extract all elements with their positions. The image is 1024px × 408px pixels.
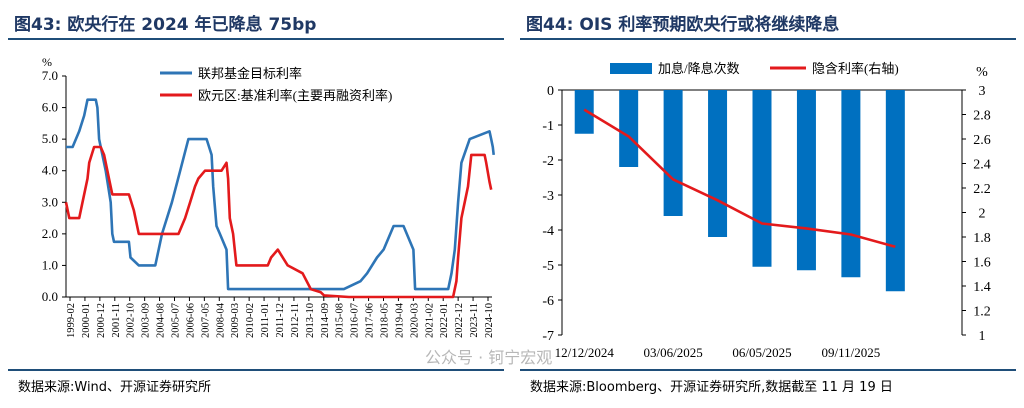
left-x-tick-label: 2016-07 xyxy=(350,303,361,338)
right-right-tick-label: 2.2 xyxy=(973,182,991,197)
right-x-tick-label: 06/05/2025 xyxy=(732,345,791,360)
left-x-tick-label: 2004-08 xyxy=(156,303,167,338)
right-right-tick-label: 2.4 xyxy=(973,158,991,173)
right-right-tick-label: 1.4 xyxy=(973,280,991,295)
right-x-tick-label: 09/11/2025 xyxy=(822,345,881,360)
right-right-tick-label: 2.8 xyxy=(973,109,991,124)
right-left-tick-label: -1 xyxy=(542,119,554,134)
rate-move-bar xyxy=(796,90,816,271)
right-chart-source: 数据来源:Bloomberg、开源证券研究所,数据截至 11 月 19 日 xyxy=(530,380,893,395)
right-left-tick-label: 0 xyxy=(547,84,554,99)
left-y-tick-label: 1.0 xyxy=(42,257,58,272)
left-legend-label: 欧元区:基准利率(主要再融资利率) xyxy=(198,88,392,103)
right-title-rule xyxy=(520,38,1016,40)
left-x-tick-label: 2021-02 xyxy=(424,303,435,338)
left-y-tick-label: 3.0 xyxy=(42,194,58,209)
left-x-tick-label: 2011-01 xyxy=(260,303,271,338)
rate-move-bar xyxy=(619,90,639,167)
left-y-tick-label: 6.0 xyxy=(42,100,58,115)
left-x-tick-label: 2000-12 xyxy=(96,303,107,338)
rate-move-bar xyxy=(885,90,905,292)
left-x-tick-label: 2006-06 xyxy=(185,303,196,338)
implied-rate-line xyxy=(583,108,896,249)
left-x-tick-label: 2015-08 xyxy=(335,303,346,338)
left-x-tick-label: 2022-12 xyxy=(454,303,465,338)
right-bar-line-chart: 0 -1 -2 -3 -4 -5 -6 -7 3 2.8 2.6 2.4 2.2 2 1.8 1.6 1.4 1.… xyxy=(542,61,991,360)
right-right-tick-label: 1.6 xyxy=(973,256,991,271)
right-right-tick-label: 1 xyxy=(979,329,986,344)
left-x-tick-label: 2020-03 xyxy=(409,303,420,338)
left-x-tick-label: 2003-09 xyxy=(141,303,152,338)
left-x-tick-label: 2014-09 xyxy=(320,303,331,338)
left-legend-label: 联邦基金目标利率 xyxy=(198,66,302,81)
left-chart-source: 数据来源:Wind、开源证券研究所 xyxy=(18,380,212,395)
rate-move-bar xyxy=(663,90,683,216)
left-line-chart: % 0.0 1.0 2.0 3.0 4.0 5.0 6.0 7.0 1999-02 2000-01 2… xyxy=(42,55,495,338)
right-left-tick-label: -6 xyxy=(542,294,554,309)
right-x-tick-label: 12/12/2024 xyxy=(555,345,615,360)
left-x-tick-label: 2002-10 xyxy=(126,303,137,338)
right-legend-line-label: 隐含利率(右轴) xyxy=(812,61,899,76)
right-left-tick-label: -2 xyxy=(542,154,554,169)
left-x-tick-label: 2000-01 xyxy=(81,303,92,338)
right-chart-title: 图44: OIS 利率预期欧央行或将继续降息 xyxy=(526,15,840,35)
left-source-rule xyxy=(8,369,504,371)
rate-move-bar xyxy=(841,90,861,278)
left-x-tick-label: 2018-05 xyxy=(380,303,391,338)
left-x-tick-label: 2022-01 xyxy=(439,303,450,338)
left-x-tick-label: 1999-02 xyxy=(66,303,77,338)
left-y-tick-label: 4.0 xyxy=(42,163,58,178)
right-x-tick-label: 03/06/2025 xyxy=(643,345,702,360)
right-legend-bar-label: 加息/降息次数 xyxy=(658,61,740,76)
left-chart-title: 图43: 欧央行在 2024 年已降息 75bp xyxy=(14,15,317,35)
left-x-tick-label: 2011-12 xyxy=(275,303,286,338)
right-right-tick-label: 1.8 xyxy=(973,231,991,246)
right-left-tick-label: -3 xyxy=(542,189,554,204)
left-title-rule xyxy=(8,38,504,40)
right-axis-unit: % xyxy=(976,65,988,80)
left-x-tick-label: 2009-03 xyxy=(230,303,241,338)
right-legend-bar-swatch xyxy=(610,63,652,74)
fed-funds-rate-line xyxy=(66,98,495,291)
rate-move-bar xyxy=(574,90,594,134)
left-x-tick-label: 2013-10 xyxy=(305,303,316,338)
ecb-refi-rate-line xyxy=(64,145,493,299)
left-x-tick-label: 2005-07 xyxy=(171,303,182,338)
right-chart-panel: 图44: OIS 利率预期欧央行或将继续降息 0 -1 -2 -3 -4 -5 -6 -7 3 2… xyxy=(512,0,1024,408)
right-left-tick-label: -4 xyxy=(542,224,554,239)
left-x-tick-label: 2001-11 xyxy=(111,303,122,338)
left-x-tick-label: 2008-04 xyxy=(215,302,226,338)
rate-move-bar xyxy=(708,90,728,237)
right-right-tick-label: 2 xyxy=(979,207,986,222)
left-y-tick-label: 5.0 xyxy=(42,131,58,146)
watermark-text: 公众号 · 钶宁宏观 xyxy=(425,348,553,367)
left-x-tick-label: 2010-02 xyxy=(245,303,256,338)
right-right-tick-label: 1.2 xyxy=(973,305,991,320)
right-left-tick-label: -7 xyxy=(542,329,554,344)
left-x-tick-label: 2019-04 xyxy=(394,302,405,338)
left-y-tick-label: 2.0 xyxy=(42,226,58,241)
right-source-rule xyxy=(520,369,1016,371)
left-y-tick-label: 0.0 xyxy=(42,289,58,304)
left-x-tick-label: 2024-10 xyxy=(484,303,495,338)
rate-move-bar xyxy=(752,90,772,267)
left-x-tick-label: 2012-11 xyxy=(290,303,301,338)
left-y-tick-label: 7.0 xyxy=(42,68,58,83)
left-x-tick-label: 2023-11 xyxy=(469,303,480,338)
left-chart-panel: 图43: 欧央行在 2024 年已降息 75bp % 0.0 1.0 2.0 3.0 4.… xyxy=(8,15,504,395)
right-right-tick-label: 3 xyxy=(979,84,986,99)
left-x-tick-label: 2007-05 xyxy=(200,303,211,338)
right-left-tick-label: -5 xyxy=(542,259,554,274)
left-x-tick-label: 2017-06 xyxy=(365,303,376,338)
left-y-unit: % xyxy=(42,55,52,69)
right-right-tick-label: 2.6 xyxy=(973,133,991,148)
